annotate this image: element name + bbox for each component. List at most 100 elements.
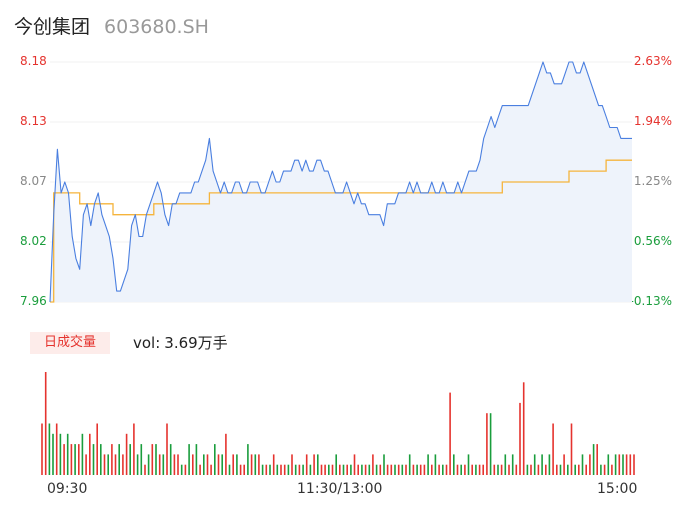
volume-bar: [287, 464, 290, 475]
volume-bar: [85, 454, 87, 475]
volume-bar: [600, 464, 602, 475]
volume-bar: [129, 444, 131, 475]
volume-bar: [375, 464, 378, 475]
volume-bar: [541, 454, 543, 475]
volume-bar: [548, 454, 551, 475]
volume-bar: [405, 464, 407, 475]
volume-bar: [545, 464, 547, 475]
volume-bar: [166, 423, 168, 475]
volume-bar: [247, 444, 249, 475]
volume-bar: [140, 444, 143, 475]
volume-bar: [305, 454, 308, 475]
volume-bar: [177, 454, 179, 475]
volume-bar: [320, 464, 323, 475]
volume-bar: [78, 444, 80, 475]
volume-bar: [357, 464, 359, 475]
volume-bar: [427, 454, 429, 475]
volume-bar: [526, 464, 529, 475]
price-tick-4: 8.02: [20, 234, 47, 248]
pct-tick-3: 1.25%: [633, 174, 672, 188]
volume-bar: [89, 433, 91, 475]
volume-bar: [261, 464, 264, 475]
volume-bar: [350, 464, 352, 475]
volume-bar: [589, 454, 591, 475]
volume-bar: [147, 454, 150, 475]
volume-bar: [44, 372, 47, 475]
volume-bar: [530, 464, 532, 475]
volume-bar: [611, 464, 613, 475]
volume-bar: [114, 454, 117, 475]
volume-bar: [401, 464, 404, 475]
volume-bar: [52, 433, 54, 475]
volume-bar: [100, 444, 102, 475]
volume-bar: [515, 464, 518, 475]
volume-bar: [386, 464, 389, 475]
volume-bar: [342, 464, 345, 475]
volume-bar: [607, 454, 610, 475]
volume-bar: [408, 454, 411, 475]
volume-tab[interactable]: 日成交量: [30, 332, 110, 354]
volume-bar: [552, 423, 554, 475]
volume-bar: [294, 464, 297, 475]
volume-bar: [412, 464, 415, 475]
volume-bar: [144, 464, 146, 475]
volume-bar: [533, 454, 536, 475]
volume-bar: [158, 454, 161, 475]
volume-bar: [48, 423, 51, 475]
volume-bar: [368, 464, 371, 475]
volume-bar: [508, 464, 510, 475]
volume-bar: [592, 444, 595, 475]
volume-bar: [173, 454, 176, 475]
volume-bar: [372, 454, 374, 475]
volume-bar: [236, 454, 238, 475]
volume-bar: [449, 392, 451, 475]
volume-bar: [111, 444, 113, 475]
time-label-close: 15:00: [597, 481, 638, 497]
volume-bar: [214, 444, 216, 475]
volume-bar: [328, 464, 330, 475]
volume-bar: [364, 464, 367, 475]
volume-bar: [537, 464, 540, 475]
volume-bar: [493, 464, 496, 475]
volume-bar: [302, 464, 304, 475]
volume-bar: [243, 464, 245, 475]
volume-bar: [103, 454, 106, 475]
time-label-midday: 11:30/13:00: [297, 481, 383, 497]
volume-bar: [210, 464, 212, 475]
volume-bar: [622, 454, 624, 475]
volume-bar: [614, 454, 617, 475]
volume-bar: [471, 464, 473, 475]
volume-bar: [254, 454, 257, 475]
volume-value: 3.69万手: [164, 334, 228, 352]
volume-bar: [574, 464, 576, 475]
volume-bar: [41, 423, 43, 475]
volume-bar: [379, 464, 382, 475]
volume-bar: [280, 464, 282, 475]
volume-bar: [239, 464, 242, 475]
volume-bar: [581, 454, 584, 475]
volume-bar: [155, 444, 157, 475]
volume-bar: [107, 454, 109, 475]
volume-bar: [475, 464, 477, 475]
volume-bar: [522, 382, 525, 475]
volume-bar: [596, 444, 598, 475]
volume-bar: [122, 454, 124, 475]
volume-bar: [55, 423, 58, 475]
pct-tick-1: 2.63%: [633, 54, 672, 68]
volume-bar: [383, 454, 385, 475]
volume-bar: [467, 454, 470, 475]
price-tick-1: 8.18: [20, 54, 47, 68]
volume-bar: [486, 413, 488, 475]
pct-tick-2: 1.94%: [633, 114, 672, 128]
volume-bar: [390, 464, 393, 475]
volume-bar: [276, 464, 279, 475]
volume-bar: [59, 433, 62, 475]
volume-bar: [504, 454, 507, 475]
volume-bar: [633, 454, 635, 475]
volume-bar: [519, 402, 521, 475]
volume-bar: [317, 454, 319, 475]
volume-bar: [151, 444, 154, 475]
volume-bar: [578, 464, 580, 475]
volume-bar: [464, 464, 466, 475]
